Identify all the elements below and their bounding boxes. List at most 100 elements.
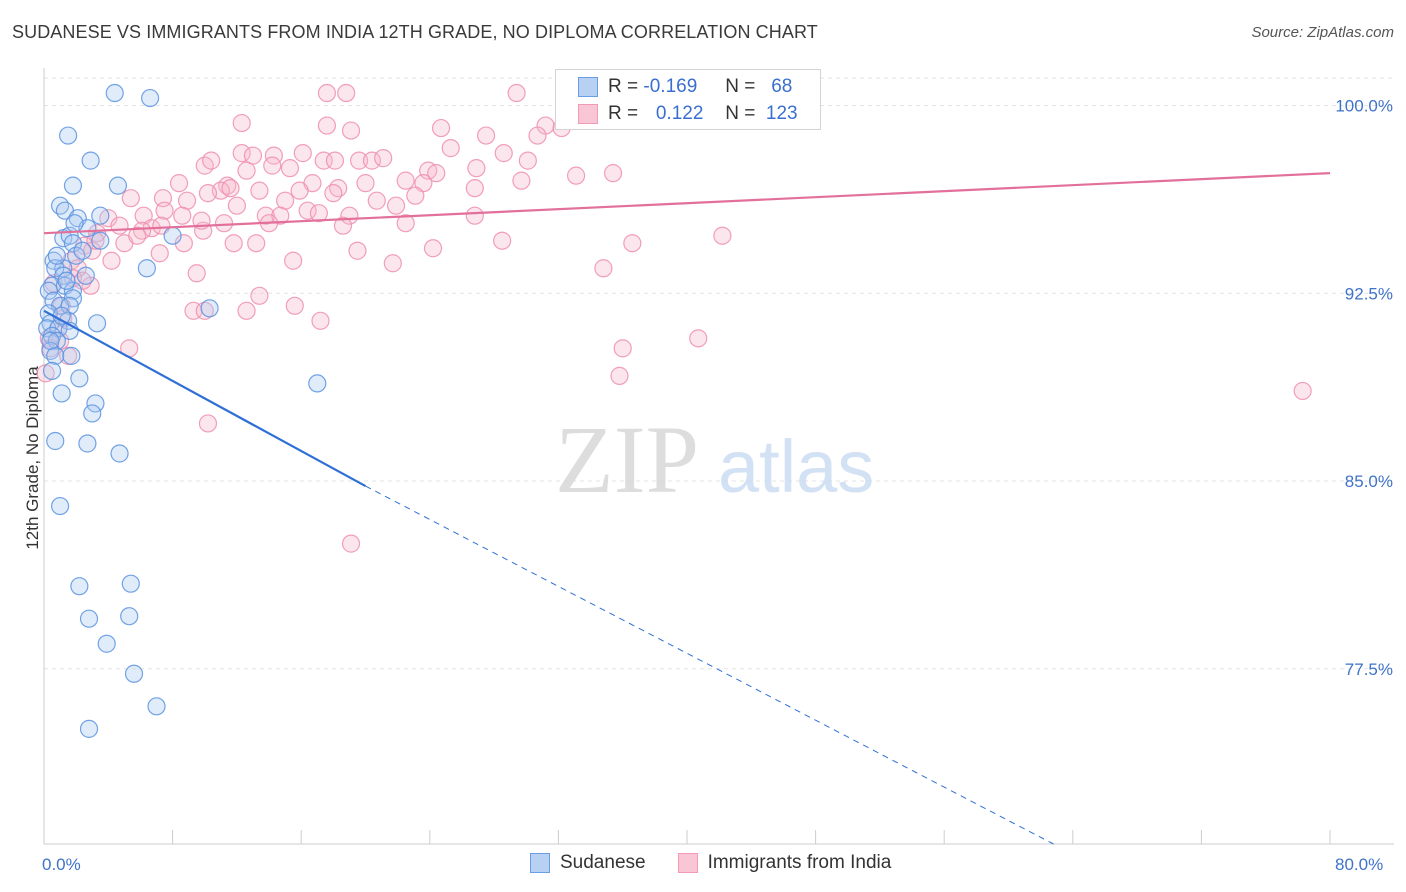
scatter-point bbox=[124, 664, 144, 683]
scatter-point bbox=[173, 206, 192, 225]
series-label-india: Immigrants from India bbox=[707, 852, 892, 873]
legend-n-label: N = bbox=[725, 103, 756, 124]
series-label-sudanese: Sudanese bbox=[560, 852, 646, 873]
scatter-point bbox=[566, 166, 586, 185]
scatter-point bbox=[91, 231, 110, 250]
scatter-point bbox=[169, 174, 189, 193]
series-legend: Sudanese Immigrants from India bbox=[530, 852, 923, 874]
scatter-point bbox=[243, 146, 263, 165]
scatter-point bbox=[187, 264, 206, 283]
scatter-point bbox=[79, 719, 99, 738]
scatter-point bbox=[1293, 381, 1312, 401]
scatter-point bbox=[290, 181, 309, 200]
scatter-point bbox=[63, 176, 83, 195]
trend-line-india bbox=[43, 172, 1331, 235]
scatter-point bbox=[52, 306, 71, 325]
scatter-point bbox=[356, 174, 375, 193]
legend-row-sudanese: R = -0.169 N = 68 bbox=[578, 74, 792, 100]
scatter-point bbox=[68, 209, 87, 228]
scatter-point bbox=[78, 434, 97, 453]
scatter-point bbox=[337, 83, 356, 103]
scatter-point bbox=[285, 296, 304, 315]
scatter-point bbox=[87, 314, 107, 333]
scatter-point bbox=[121, 574, 140, 593]
scatter-point bbox=[623, 234, 642, 253]
scatter-point bbox=[73, 241, 92, 260]
scatter-point bbox=[423, 239, 443, 258]
scatter-point bbox=[476, 126, 496, 145]
scatter-point bbox=[46, 431, 65, 451]
scatter-point bbox=[57, 271, 76, 290]
scatter-point bbox=[47, 246, 66, 265]
legend-swatch-india bbox=[578, 104, 598, 124]
x-axis: 0.0% 80.0% bbox=[42, 830, 1394, 874]
scatter-point bbox=[86, 394, 105, 413]
scatter-point bbox=[465, 179, 484, 198]
scatter-point bbox=[348, 241, 367, 260]
scatter-point bbox=[308, 374, 327, 393]
scatter-point bbox=[293, 144, 312, 163]
legend-n-value-india: 123 bbox=[765, 103, 798, 124]
scatter-point bbox=[81, 151, 100, 170]
scatter-point bbox=[73, 271, 92, 290]
series-legend-sudanese[interactable]: Sudanese bbox=[530, 852, 646, 874]
scatter-point bbox=[396, 214, 415, 233]
scatter-point bbox=[284, 251, 303, 270]
scatter-point bbox=[140, 88, 160, 108]
scatter-point bbox=[406, 186, 425, 205]
scatter-point bbox=[121, 189, 140, 208]
scatter-point bbox=[431, 118, 451, 138]
scatter-point bbox=[63, 281, 83, 300]
scatter-point bbox=[108, 176, 128, 195]
scatter-point bbox=[232, 144, 251, 163]
scatter-point bbox=[150, 244, 169, 263]
scatter-point bbox=[232, 113, 251, 133]
scatter-point bbox=[309, 204, 328, 223]
scatter-point bbox=[341, 534, 361, 553]
scatter-point bbox=[47, 331, 66, 350]
scatter-point bbox=[276, 191, 295, 210]
scatter-point bbox=[528, 126, 547, 145]
scatter-point bbox=[110, 444, 129, 463]
scatter-point bbox=[177, 191, 197, 210]
scatter-point bbox=[46, 346, 65, 365]
scatter-point bbox=[237, 161, 256, 180]
trend-line-sudanese bbox=[43, 309, 367, 488]
scatter-point bbox=[147, 697, 166, 716]
stats-legend: R = -0.169 N = 68 R = 0.122 N = 123 bbox=[555, 69, 821, 130]
scatter-point bbox=[507, 83, 526, 103]
y-tick-label: 100.0% bbox=[1335, 97, 1393, 116]
x-tick-label-min: 0.0% bbox=[42, 855, 81, 874]
scatter-point bbox=[512, 171, 531, 190]
scatter-point bbox=[227, 196, 246, 215]
scatter-point bbox=[102, 251, 121, 270]
scatter-point bbox=[362, 151, 382, 170]
scatter-point bbox=[317, 83, 337, 103]
scatter-point bbox=[200, 299, 219, 318]
scatter-point bbox=[195, 301, 214, 320]
scatter-point bbox=[324, 184, 343, 203]
x-tick-label-max: 80.0% bbox=[1335, 855, 1383, 874]
scatter-point bbox=[329, 179, 348, 198]
scatter-point bbox=[62, 346, 81, 365]
scatter-point bbox=[367, 191, 386, 210]
scatter-point bbox=[198, 184, 218, 203]
scatter-point bbox=[465, 206, 484, 225]
scatter-point bbox=[594, 259, 613, 278]
scatter-point bbox=[518, 151, 537, 170]
legend-n-label: N = bbox=[725, 76, 756, 97]
scatter-point bbox=[349, 151, 369, 170]
scatter-point bbox=[341, 121, 361, 140]
scatter-point bbox=[603, 164, 623, 183]
scatter-point bbox=[396, 171, 415, 190]
scatter-point bbox=[613, 339, 632, 358]
scatter-point bbox=[224, 234, 243, 253]
y-axis-label: 12th Grade, No Diploma bbox=[23, 366, 42, 550]
scatter-point bbox=[214, 214, 234, 233]
scatter-point bbox=[250, 286, 269, 305]
series-swatch-india bbox=[677, 853, 698, 873]
sudanese-points bbox=[38, 83, 327, 738]
series-legend-india[interactable]: Immigrants from India bbox=[677, 852, 892, 874]
scatter-point bbox=[41, 341, 60, 360]
